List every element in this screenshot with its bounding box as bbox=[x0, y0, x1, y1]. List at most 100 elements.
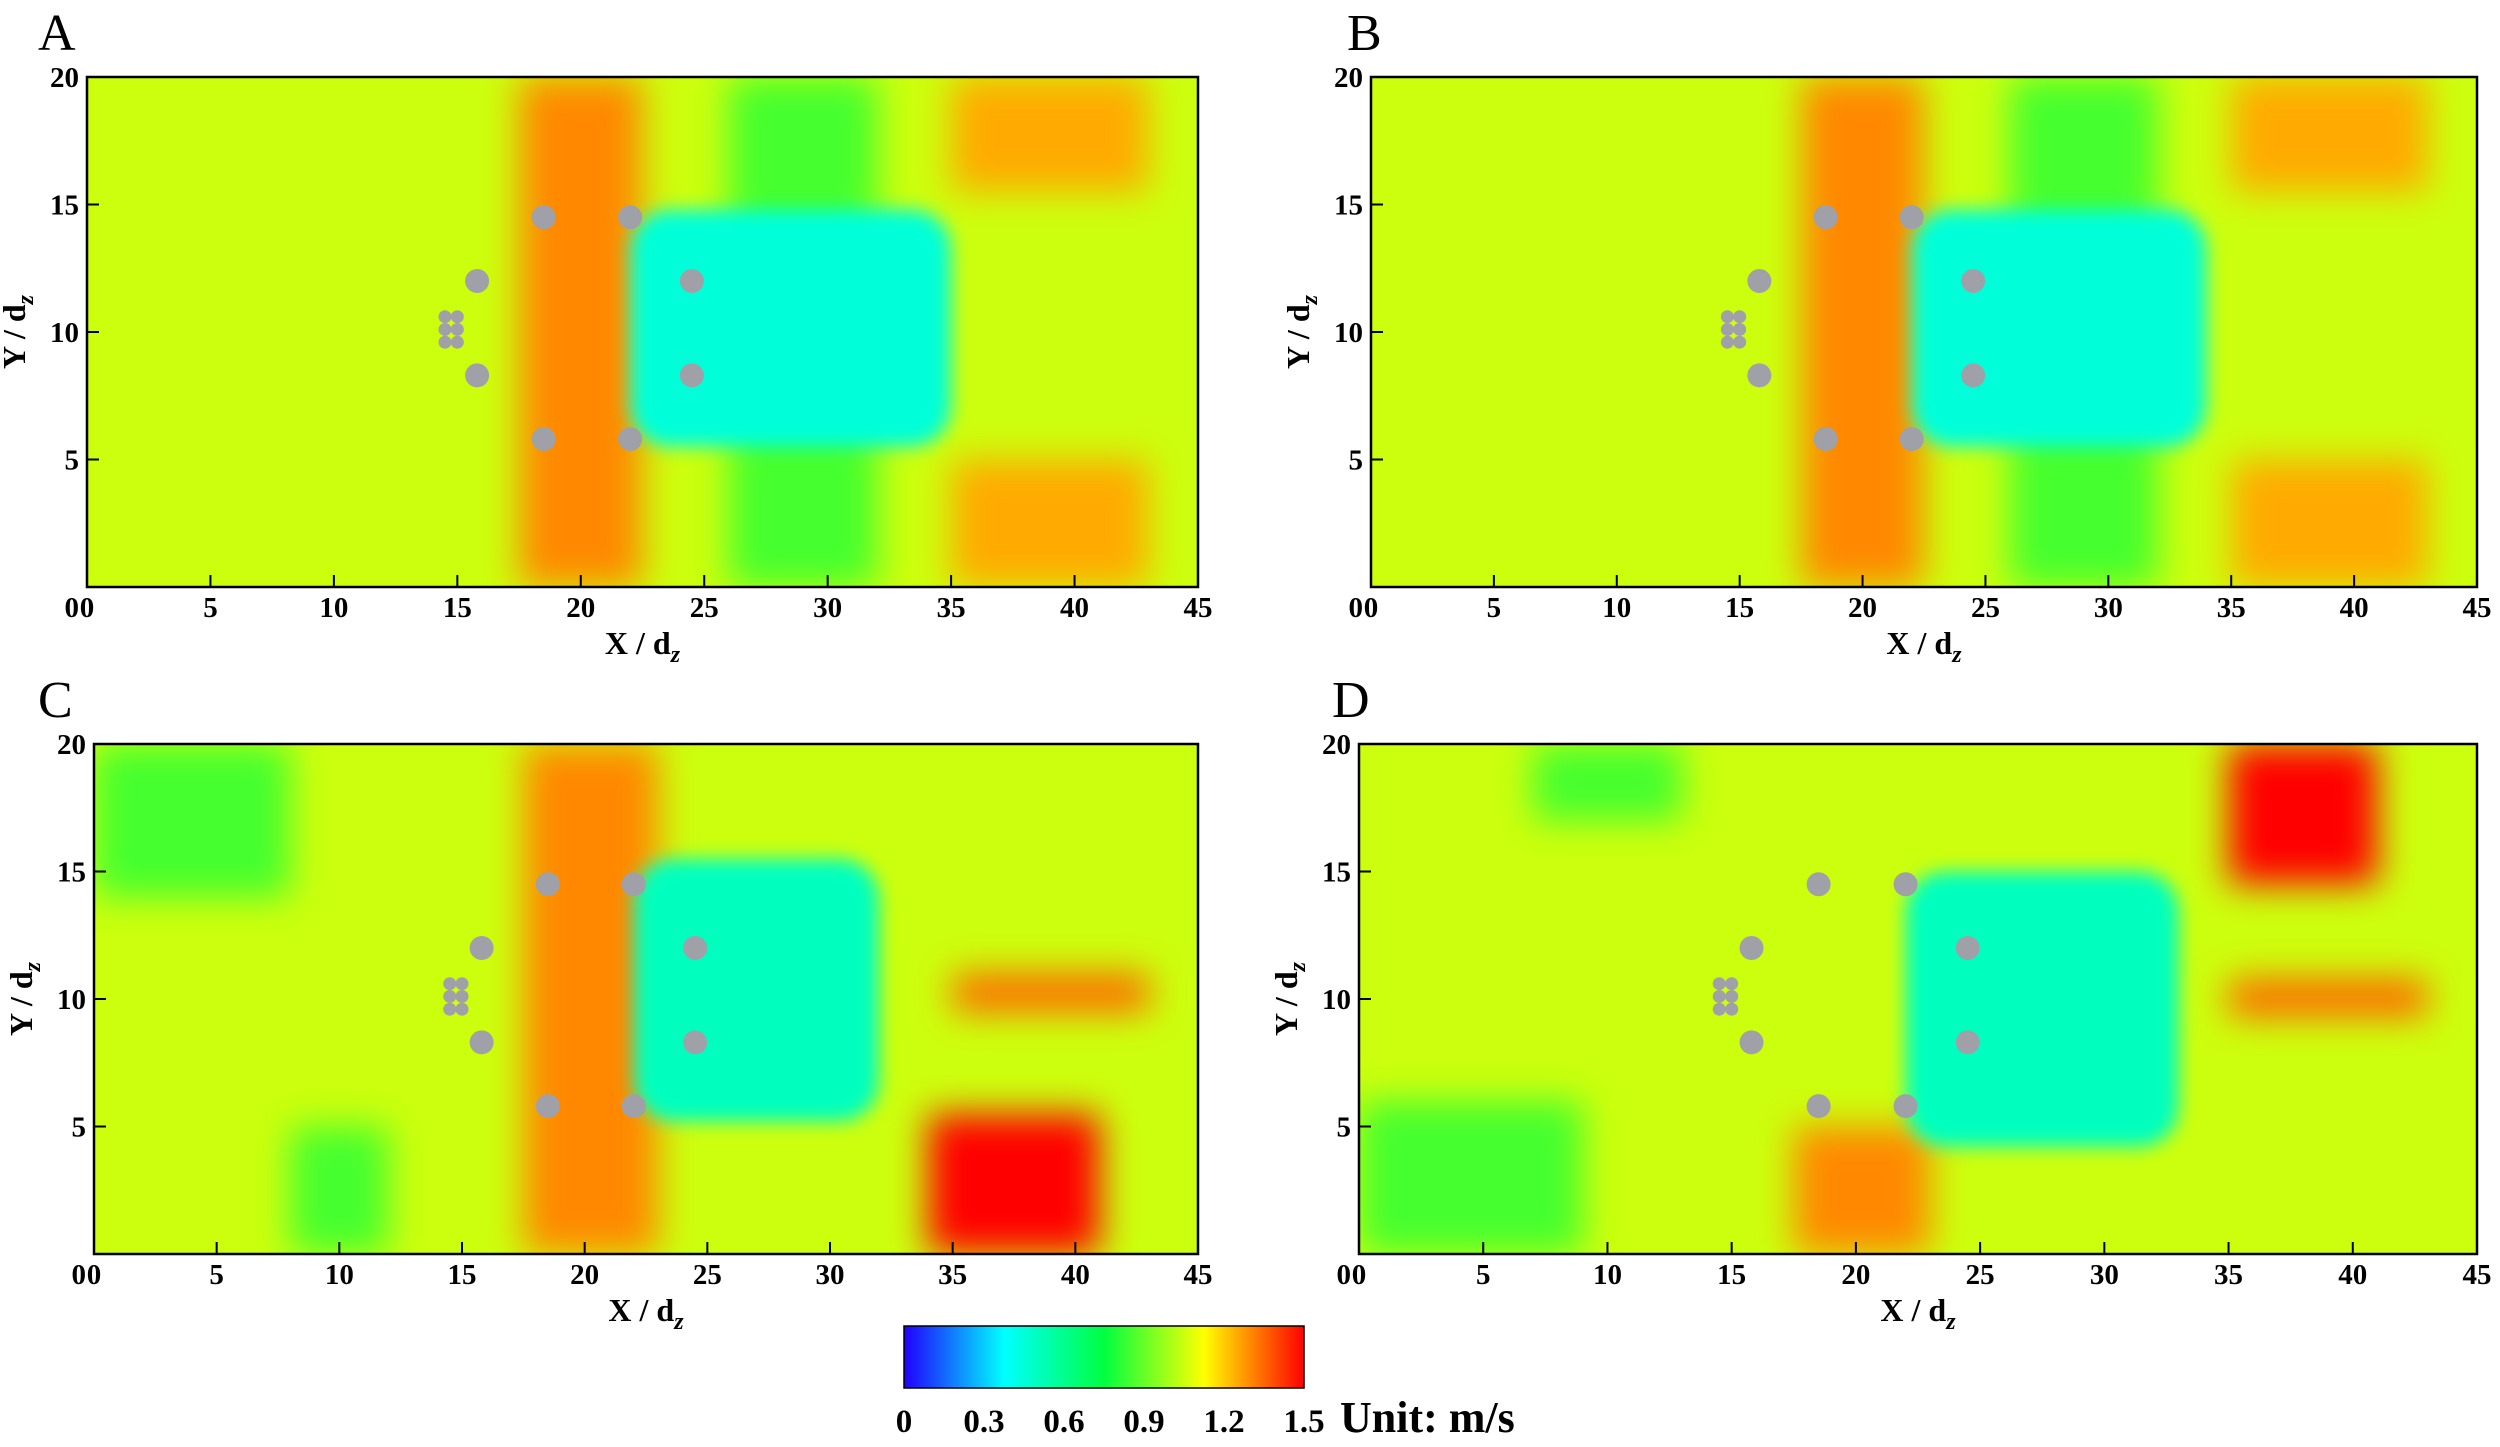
x-tick-label: 40 bbox=[2338, 1259, 2367, 1291]
cylinder-small bbox=[438, 335, 452, 349]
cylinder-large bbox=[535, 1094, 560, 1119]
x-tick-label: 40 bbox=[1061, 1259, 1090, 1291]
cylinder-large bbox=[1739, 936, 1764, 960]
cylinder-small bbox=[1725, 989, 1739, 1003]
x-tick-label: 30 bbox=[813, 592, 842, 624]
cylinder-large bbox=[535, 872, 560, 897]
x-tick-label: 15 bbox=[443, 592, 472, 624]
x-tick-label: 5 bbox=[1476, 1259, 1491, 1291]
colorbar-tick-label: 1.2 bbox=[1203, 1404, 1244, 1440]
velocity-field bbox=[94, 744, 1198, 1254]
x-tick-label: 40 bbox=[1060, 592, 1089, 624]
cylinder-large bbox=[1955, 1030, 1980, 1055]
x-tick-label: 0 bbox=[80, 592, 95, 624]
cylinder-large bbox=[1806, 872, 1831, 897]
velocity-band bbox=[1532, 744, 1682, 821]
cylinder-large bbox=[1813, 205, 1838, 230]
x-axis-title: X / dz bbox=[605, 625, 681, 668]
cylinder-large bbox=[531, 427, 556, 452]
colorbar-tick-label: 1.5 bbox=[1283, 1404, 1324, 1440]
cylinder-small bbox=[443, 1002, 457, 1016]
cylinder-small bbox=[1712, 1002, 1726, 1016]
colorbar-tick-label: 0.6 bbox=[1043, 1404, 1084, 1440]
colorbar-tick-label: 0 bbox=[896, 1404, 913, 1440]
cylinder-large bbox=[1806, 1094, 1831, 1119]
cylinder-small bbox=[450, 310, 464, 324]
cylinder-large bbox=[1747, 269, 1772, 293]
y-tick-label: 15 bbox=[1334, 190, 1363, 222]
origin-tick-label: 0 bbox=[1337, 1259, 1352, 1291]
x-tick-label: 20 bbox=[1848, 592, 1877, 624]
x-axis-title: X / dz bbox=[608, 1292, 684, 1335]
velocity-band bbox=[519, 77, 643, 587]
cylinder-large bbox=[683, 1030, 708, 1055]
velocity-band bbox=[928, 1113, 1100, 1254]
cylinders bbox=[438, 205, 704, 452]
cylinder-small bbox=[443, 989, 457, 1003]
x-tick-label: 10 bbox=[1593, 1259, 1622, 1291]
panel-label: D bbox=[1332, 672, 1370, 729]
y-tick-label: 20 bbox=[57, 729, 86, 761]
x-tick-label: 0 bbox=[87, 1259, 102, 1291]
colorbar-tick-label: 0.9 bbox=[1123, 1404, 1164, 1440]
wake-region bbox=[1905, 871, 2179, 1147]
velocity-field bbox=[87, 77, 1198, 587]
cylinder-large bbox=[621, 872, 646, 897]
cylinder-large bbox=[1893, 872, 1918, 897]
cylinder-small bbox=[455, 977, 469, 991]
velocity-band bbox=[2228, 744, 2378, 885]
cylinder-small bbox=[1720, 335, 1734, 349]
panel-label: C bbox=[38, 672, 73, 729]
origin-tick-label: 0 bbox=[65, 592, 80, 624]
x-tick-label: 15 bbox=[448, 1259, 477, 1291]
velocity-band bbox=[1793, 1126, 1931, 1254]
cylinder-small bbox=[443, 977, 457, 991]
y-tick-label: 5 bbox=[65, 445, 80, 477]
x-tick-label: 25 bbox=[1971, 592, 2000, 624]
velocity-band bbox=[2231, 77, 2428, 192]
cylinder-small bbox=[1712, 989, 1726, 1003]
y-axis-title: Y / dz bbox=[1280, 294, 1323, 369]
cylinder-small bbox=[1720, 310, 1734, 324]
y-tick-label: 15 bbox=[1322, 857, 1351, 889]
y-axis-title: Y / dz bbox=[0, 294, 39, 369]
x-tick-label: 25 bbox=[690, 592, 719, 624]
y-tick-label: 5 bbox=[1349, 445, 1364, 477]
x-tick-label: 0 bbox=[1364, 592, 1379, 624]
x-tick-label: 5 bbox=[203, 592, 218, 624]
cylinder-small bbox=[455, 1002, 469, 1016]
x-tick-label: 30 bbox=[2094, 592, 2123, 624]
velocity-band bbox=[2228, 978, 2428, 1017]
x-tick-label: 30 bbox=[816, 1259, 845, 1291]
panel-label: B bbox=[1347, 5, 1382, 62]
x-tick-label: 10 bbox=[1602, 592, 1631, 624]
x-tick-label: 45 bbox=[2463, 592, 2492, 624]
cylinder-large bbox=[618, 427, 643, 452]
y-tick-label: 20 bbox=[1334, 62, 1363, 94]
y-tick-label: 15 bbox=[57, 857, 86, 889]
y-tick-label: 10 bbox=[57, 984, 86, 1016]
x-tick-label: 20 bbox=[1841, 1259, 1870, 1291]
y-tick-label: 15 bbox=[50, 190, 79, 222]
velocity-band bbox=[94, 744, 291, 897]
x-tick-label: 35 bbox=[937, 592, 966, 624]
cylinders bbox=[443, 872, 708, 1119]
cylinder-small bbox=[1725, 1002, 1739, 1016]
x-tick-label: 35 bbox=[2214, 1259, 2243, 1291]
y-axis-title: Y / dz bbox=[1268, 961, 1311, 1036]
wake-region bbox=[630, 209, 952, 447]
cylinder-large bbox=[531, 205, 556, 230]
x-tick-label: 0 bbox=[1352, 1259, 1367, 1291]
x-tick-label: 35 bbox=[2217, 592, 2246, 624]
x-tick-label: 25 bbox=[1966, 1259, 1995, 1291]
velocity-field bbox=[1359, 744, 2477, 1254]
y-tick-label: 5 bbox=[72, 1112, 87, 1144]
cylinder-small bbox=[438, 310, 452, 324]
x-tick-label: 20 bbox=[570, 1259, 599, 1291]
cylinder-small bbox=[450, 322, 464, 336]
y-tick-label: 10 bbox=[50, 317, 79, 349]
origin-tick-label: 0 bbox=[1349, 592, 1364, 624]
colorbar: 0 0.3 0.6 0.9 1.2 1.5 Unit: m/s bbox=[896, 1325, 1515, 1442]
cylinder-small bbox=[455, 989, 469, 1003]
